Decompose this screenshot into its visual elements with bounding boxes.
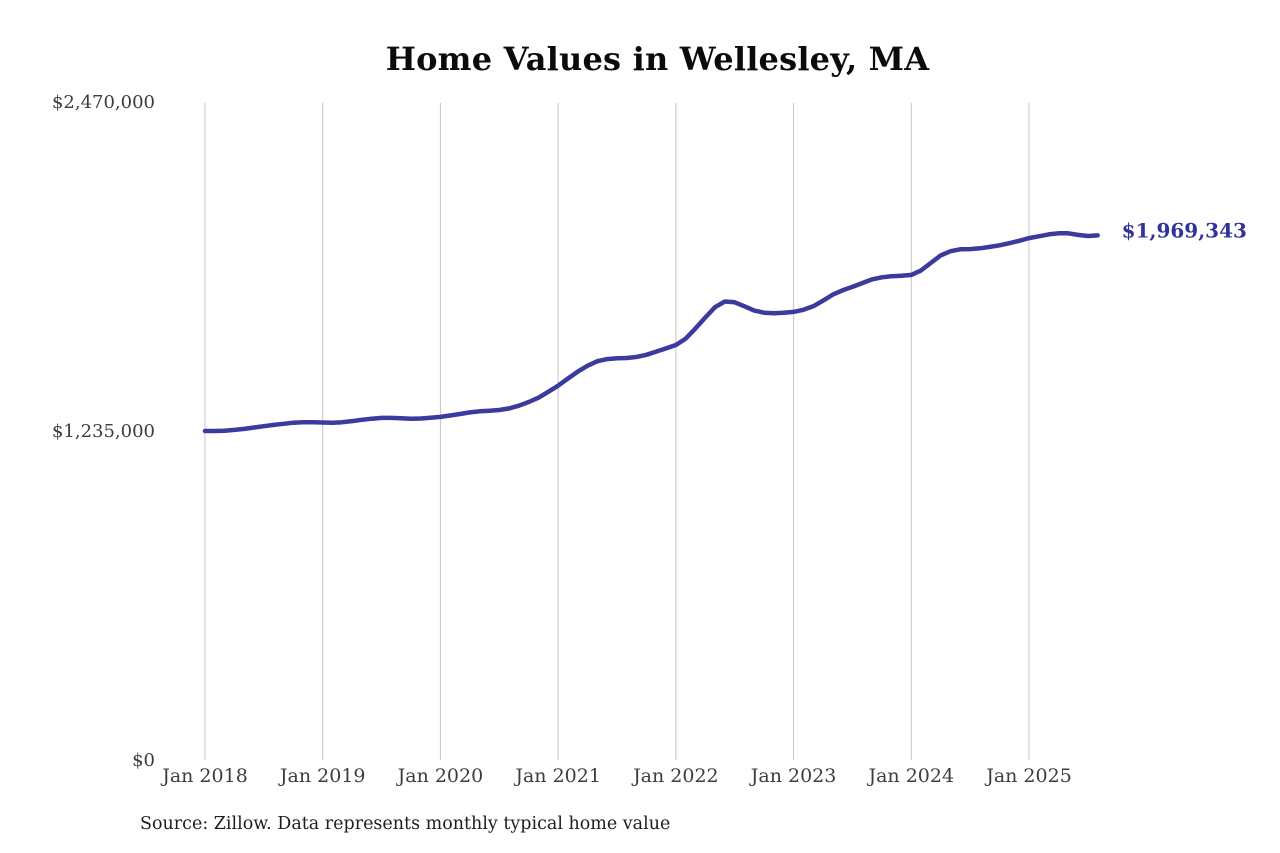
y-axis-tick-label: $2,470,000: [52, 92, 155, 113]
source-note: Source: Zillow. Data represents monthly …: [140, 814, 671, 834]
y-axis-tick-label: $1,235,000: [52, 421, 155, 442]
home-value-line-series: [202, 231, 1100, 434]
x-axis-tick-label: Jan 2025: [984, 765, 1072, 787]
latest-value-label: $1,969,343: [1122, 218, 1247, 242]
x-axis-tick-label: Jan 2022: [631, 765, 719, 787]
x-axis-tick-label: Jan 2021: [513, 765, 601, 787]
x-axis-tick-label: Jan 2023: [749, 765, 837, 787]
x-axis-tick-label: Jan 2018: [160, 765, 248, 787]
x-axis-tick-label: Jan 2020: [396, 765, 484, 787]
y-axis-tick-label: $0: [132, 750, 155, 771]
x-axis-tick-label: Jan 2024: [866, 765, 954, 787]
x-axis-tick-label: Jan 2019: [278, 765, 366, 787]
chart-title: Home Values in Wellesley, MA: [385, 40, 930, 78]
